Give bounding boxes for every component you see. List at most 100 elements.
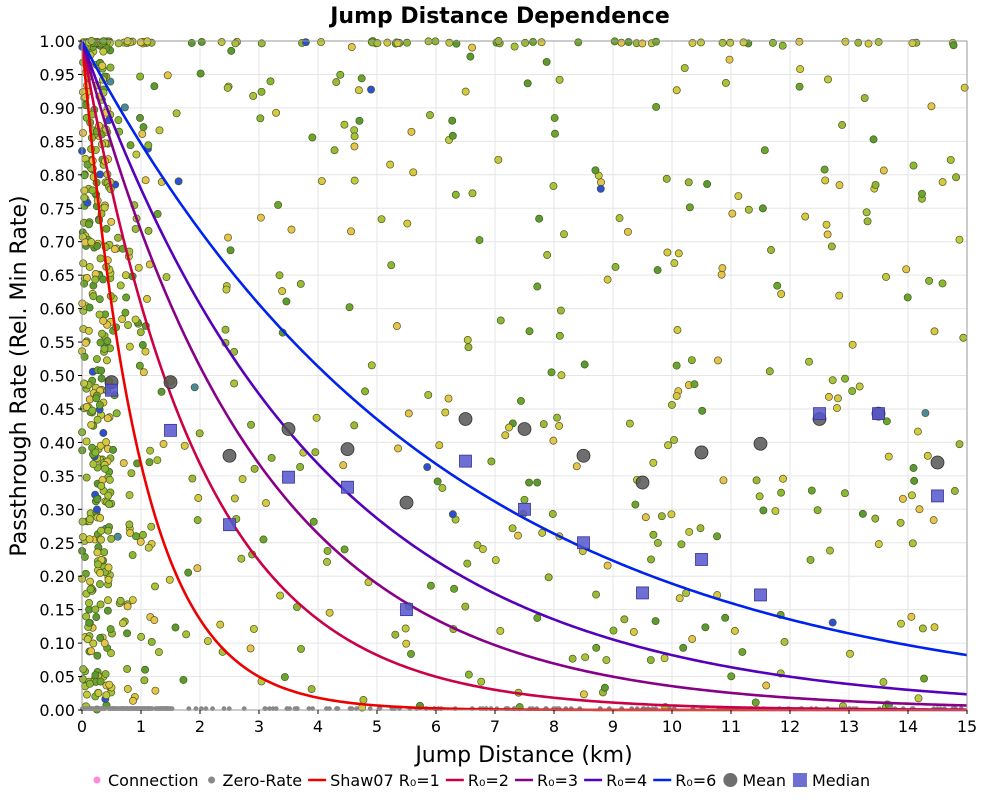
- connection-point: [672, 392, 681, 400]
- legend-label: Shaw07 R₀=1: [330, 771, 440, 790]
- connection-point: [85, 618, 94, 627]
- connection-point: [834, 394, 842, 403]
- mean-marker: [163, 375, 178, 390]
- connection-point: [473, 541, 482, 550]
- connection-point: [930, 327, 939, 336]
- connection-point: [550, 114, 559, 122]
- connection-point: [863, 217, 872, 226]
- y-tick-label: 0.95: [39, 65, 75, 84]
- connection-point: [801, 212, 810, 221]
- connection-point: [869, 135, 878, 144]
- connection-point: [620, 615, 629, 624]
- mean-marker: [281, 422, 296, 436]
- connection-point: [323, 547, 332, 555]
- connection-point: [121, 308, 130, 317]
- connection-point: [249, 92, 258, 100]
- connection-point: [826, 546, 834, 555]
- x-tick-label: 6: [431, 717, 441, 736]
- connection-point: [79, 259, 88, 268]
- median-marker: [813, 407, 826, 421]
- connection-point: [602, 656, 611, 665]
- median-marker: [282, 470, 295, 484]
- connection-point: [921, 409, 930, 418]
- connection-point: [280, 673, 289, 682]
- connection-point: [307, 685, 316, 694]
- connection-point: [751, 698, 760, 707]
- connection-point: [139, 530, 147, 539]
- connection-point: [767, 246, 775, 254]
- connection-point: [779, 474, 787, 483]
- connection-point: [129, 696, 137, 705]
- connection-point: [629, 627, 638, 636]
- connection-point: [146, 446, 155, 455]
- connection-point: [822, 220, 831, 229]
- connection-point: [574, 38, 583, 47]
- connection-point: [871, 514, 880, 523]
- connection-point: [190, 383, 199, 392]
- connection-point: [438, 484, 447, 492]
- connection-point: [323, 557, 331, 566]
- connection-point: [103, 337, 112, 346]
- connection-point: [807, 486, 816, 495]
- connection-point: [193, 564, 202, 573]
- connection-point: [138, 129, 147, 138]
- connection-point: [120, 103, 129, 112]
- legend-label: Zero-Rate: [223, 771, 303, 790]
- y-tick-label: 0.75: [39, 199, 75, 218]
- connection-point: [657, 512, 666, 521]
- connection-point: [448, 116, 457, 125]
- connection-point: [118, 619, 127, 628]
- connection-point: [909, 161, 918, 170]
- connection-point: [760, 146, 769, 155]
- legend-label: R₀=3: [537, 771, 578, 790]
- connection-point: [549, 182, 558, 191]
- connection-point: [672, 361, 681, 370]
- summary-markers: [104, 375, 945, 617]
- connection-point: [96, 441, 105, 450]
- legend: Connection Zero-Rate Shaw07 R₀=1 R₀=2 R₀=3 R₀…: [93, 771, 870, 790]
- connection-point: [773, 281, 782, 290]
- connection-point: [367, 361, 376, 370]
- median-marker: [105, 383, 118, 397]
- connection-point: [144, 543, 153, 552]
- connection-point: [572, 462, 581, 471]
- connection-point: [494, 155, 503, 164]
- connection-point: [136, 328, 145, 337]
- connection-point: [85, 263, 94, 271]
- connection-point: [100, 548, 109, 557]
- connection-point: [102, 691, 111, 700]
- legend-marker: [208, 776, 216, 784]
- connection-point: [97, 481, 106, 490]
- connection-point: [556, 306, 565, 315]
- connection-point: [195, 429, 204, 438]
- connection-point: [848, 387, 857, 396]
- connection-point: [138, 341, 147, 349]
- connection-point: [914, 694, 923, 703]
- connection-point: [426, 111, 434, 120]
- connection-point: [697, 38, 705, 47]
- connection-point: [230, 494, 239, 503]
- connection-point: [653, 539, 662, 547]
- connection-point: [350, 132, 359, 141]
- connection-point: [544, 573, 553, 582]
- connection-point: [560, 230, 568, 239]
- connection-point: [555, 331, 564, 340]
- connection-point: [113, 532, 122, 541]
- connection-point: [841, 37, 850, 46]
- connection-point: [179, 675, 188, 684]
- connection-point: [387, 261, 396, 270]
- connection-point: [777, 488, 786, 497]
- connection-point: [104, 526, 113, 535]
- connection-point: [350, 142, 359, 151]
- connection-point: [104, 563, 113, 572]
- connection-point: [923, 451, 932, 460]
- connection-point: [738, 648, 747, 656]
- y-tick-label: 0.85: [39, 132, 75, 151]
- legend-label: R₀=4: [606, 771, 647, 790]
- connection-point: [662, 174, 671, 183]
- connection-point: [325, 608, 334, 617]
- connection-point: [83, 160, 92, 169]
- connection-point: [864, 39, 873, 48]
- connection-point: [182, 630, 191, 639]
- x-axis-label: Jump Distance (km): [413, 743, 632, 768]
